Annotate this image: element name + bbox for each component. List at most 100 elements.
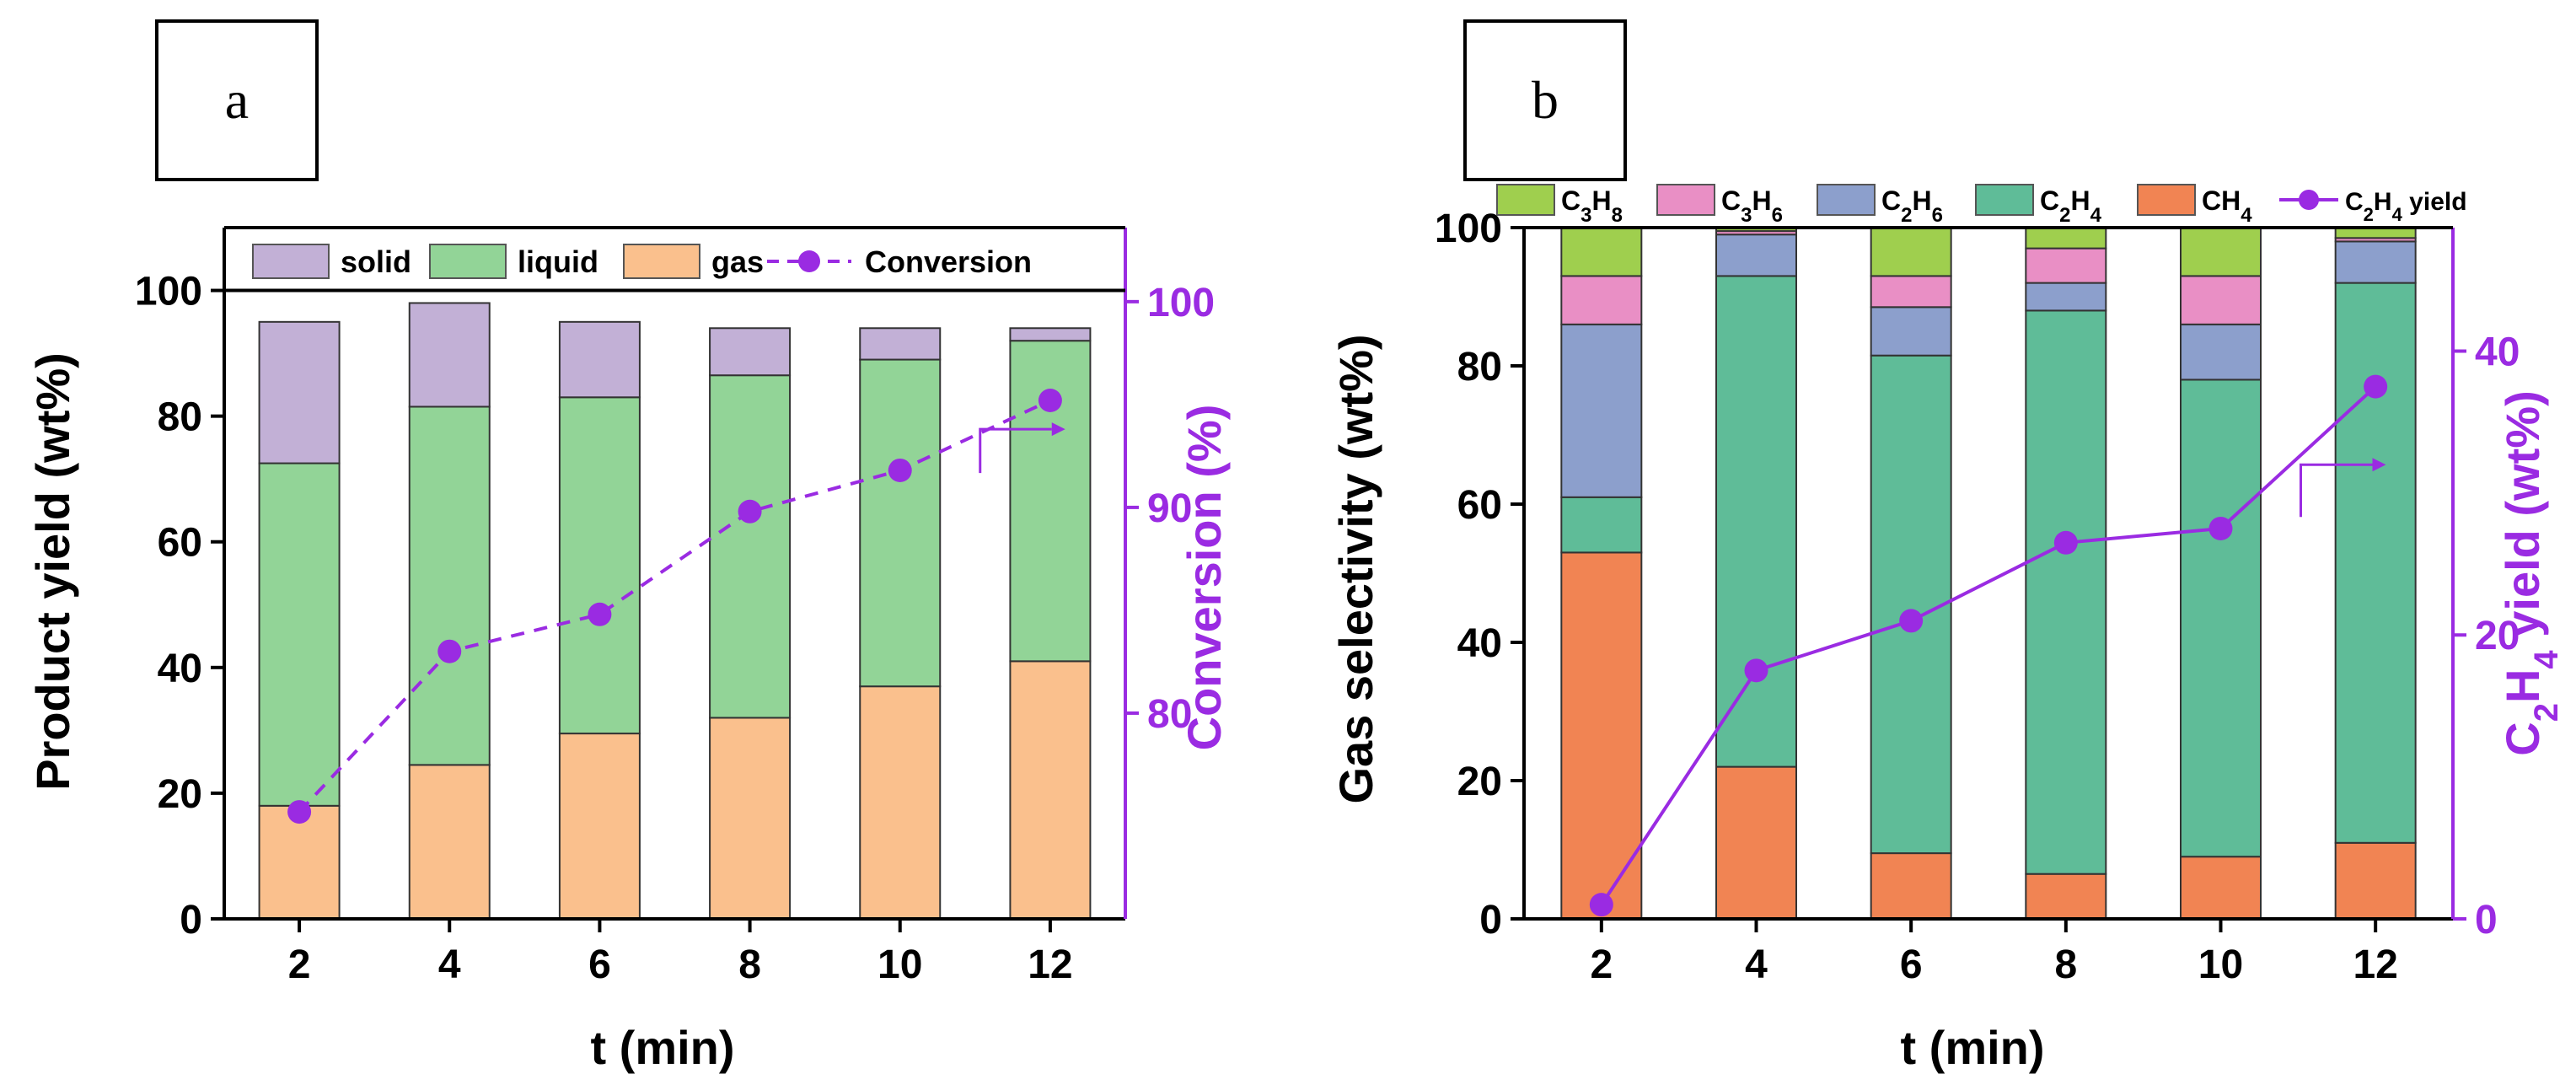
chart-b-bar-c2h4-2 (1560, 496, 1643, 554)
chart-b-legend-marker-c2h4-yield (2299, 190, 2319, 210)
chart-b-legend-label-c3h6-part: 3 (1741, 204, 1752, 227)
panel-label-box-b (1463, 19, 1627, 181)
chart-b-ytick-label: 100 (1435, 207, 1502, 251)
chart-a-ytick-label: 20 (158, 772, 202, 817)
chart-b-legend-label-c2h4: C2H4 (2040, 185, 2102, 227)
chart-b-legend-label-c3h6-part: 6 (1772, 204, 1783, 227)
chart-b-point-c2h4_yield-8 (2053, 530, 2078, 555)
chart-a-bar-gas-10 (859, 685, 942, 920)
chart-b-xtick-label: 4 (1745, 942, 1768, 987)
chart-a-bar-gas-2 (258, 804, 341, 920)
chart-b-legend-label-c2h4-yield-part: 4 (2392, 204, 2403, 225)
panel-label-a: a (225, 70, 249, 130)
chart-b-bar-c3h8-6 (1870, 227, 1952, 277)
chart-a-legend-label-gas: gas (711, 244, 764, 279)
chart-b-legend-label-c3h6-part: H (1752, 185, 1771, 216)
panel-label-b: b (1532, 70, 1559, 130)
chart-b-legend-label-c3h8-part: 3 (1580, 204, 1591, 227)
chart-b-ylabel-right-part: 4 (2528, 650, 2565, 669)
chart-b-legend-label-c3h8-part: C (1561, 185, 1580, 216)
chart-b-ylabel-right-part: 2 (2528, 703, 2565, 722)
chart-a-bar-solid-12 (1009, 327, 1092, 342)
chart-a-bar-solid-2 (258, 320, 341, 464)
chart-b-annotation-arrow (2300, 463, 2373, 518)
chart-b-legend-label-ch4-part: CH (2202, 185, 2241, 216)
chart-b-bar-c2h6-8 (2025, 282, 2107, 312)
chart-b-legend-swatch-c2h4 (1975, 184, 2034, 216)
chart-b-bar-ch4-10 (2180, 856, 2262, 921)
chart-b-bar-c3h8-10 (2180, 227, 2262, 277)
chart-a-xtick-label: 2 (288, 942, 311, 987)
chart-a-bar-solid-8 (709, 327, 792, 377)
chart-a-annotation-arrow (979, 427, 1052, 474)
chart-b-ytick-label: 20 (1457, 760, 1502, 804)
chart-b-ylabel: Gas selectivity (wt%) (1329, 334, 1382, 803)
chart-b-legend-label-ch4-part: 4 (2241, 204, 2252, 227)
chart-b-xtick-label: 12 (2353, 942, 2397, 987)
chart-a-ytick-label: 100 (135, 270, 202, 314)
chart-a-point-conversion-4 (437, 639, 462, 663)
chart-a-annotation-arrowhead (1051, 422, 1065, 437)
chart-a-bar-solid-10 (859, 327, 942, 361)
chart-b-bar-c3h8-2 (1560, 227, 1643, 277)
chart-a-point-conversion-6 (588, 602, 612, 626)
panel-label-box-a (155, 19, 319, 181)
chart-a-legend-swatch-liquid (429, 244, 507, 279)
chart-b-bar-ch4-2 (1560, 551, 1643, 921)
chart-a-bar-gas-4 (408, 764, 491, 921)
chart-b-ylabel-right-part: H (2496, 669, 2549, 703)
chart-a-ylabel-right: Conversion (%) (1178, 405, 1231, 751)
chart-a-line-conversion (298, 399, 1051, 813)
chart-a-legend-label-solid: solid (341, 244, 411, 279)
chart-b-legend-label-c2h6-part: 2 (1901, 204, 1912, 227)
chart-b-bar-c2h4-10 (2180, 379, 2262, 858)
chart-b-ylabel-right-part: yield (wt%) (2496, 390, 2549, 650)
chart-a-legend-label-conversion: Conversion (865, 244, 1032, 279)
chart-b-xtick-label: 10 (2198, 942, 2243, 987)
chart-a-xtick-label: 6 (588, 942, 611, 987)
chart-b-ytick-label: 80 (1457, 345, 1502, 389)
chart-b-ylabel-right-part: C (2496, 722, 2549, 755)
chart-b-ytick-label: 0 (1479, 898, 1502, 942)
chart-a-xtick-label: 8 (738, 942, 761, 987)
chart-b-legend-swatch-c2h6 (1817, 184, 1876, 216)
chart-a-ytick-label: 40 (158, 647, 202, 691)
chart-a-xtick-label: 10 (877, 942, 922, 987)
chart-b-legend-label-c2h6: C2H6 (1881, 185, 1943, 227)
chart-a-ytick-label: 60 (158, 521, 202, 566)
chart-b-legend-label-c2h6-part: C (1881, 185, 1901, 216)
chart-a-point-conversion-10 (888, 458, 912, 482)
chart-b-point-c2h4_yield-6 (1899, 609, 1924, 633)
chart-b-xtick-label: 2 (1590, 942, 1613, 987)
chart-b-annotation-arrowhead (2372, 458, 2386, 472)
chart-b-bar-c2h6-6 (1870, 306, 1952, 357)
chart-b-point-c2h4_yield-4 (1744, 658, 1768, 683)
chart-a-ytick-label: 80 (158, 395, 202, 440)
chart-a-ytick-label: 0 (180, 898, 202, 942)
chart-b-ytick-right-label: 0 (2475, 898, 2498, 942)
chart-a-bar-liquid-8 (709, 374, 792, 719)
chart-b-xtick-label: 8 (2054, 942, 2077, 987)
chart-b-bar-c2h6-2 (1560, 323, 1643, 498)
chart-a-ytick-right-label: 80 (1147, 692, 1192, 737)
chart-b-bar-ch4-8 (2025, 873, 2107, 920)
chart-b-legend-label-c2h6-part: 6 (1932, 204, 1943, 227)
chart-b-ylabel-right: C2H4 yield (wt%) (2496, 390, 2565, 755)
chart-a: 0 20 40 60 80 100 80 90 100 2 4 6 8 10 12 solid liquid ga… (135, 226, 1215, 987)
chart-a-xtick-label: 4 (438, 942, 461, 987)
chart-a-legend-swatch-solid (252, 244, 330, 279)
chart-a-ylabel: Product yield (wt%) (26, 352, 79, 791)
chart-b-legend-label-c3h8-part: H (1591, 185, 1611, 216)
chart-a-bar-liquid-6 (558, 396, 641, 735)
chart-a-ytick-right-label: 90 (1147, 486, 1192, 531)
chart-b-bar-c2h6-4 (1715, 234, 1797, 277)
chart-b-legend-label-c2h4-yield-part: 2 (2364, 204, 2374, 225)
chart-b-bar-c3h6-8 (2025, 247, 2107, 284)
chart-a-bar-solid-6 (558, 320, 641, 399)
chart-b-legend-label-c2h4-yield-part: C (2345, 188, 2364, 216)
chart-b-line-c2h4_yield (1600, 385, 2377, 906)
chart-a-bar-gas-12 (1009, 660, 1092, 920)
chart-a-bar-liquid-12 (1009, 340, 1092, 663)
chart-b-xtick-label: 6 (1900, 942, 1923, 987)
